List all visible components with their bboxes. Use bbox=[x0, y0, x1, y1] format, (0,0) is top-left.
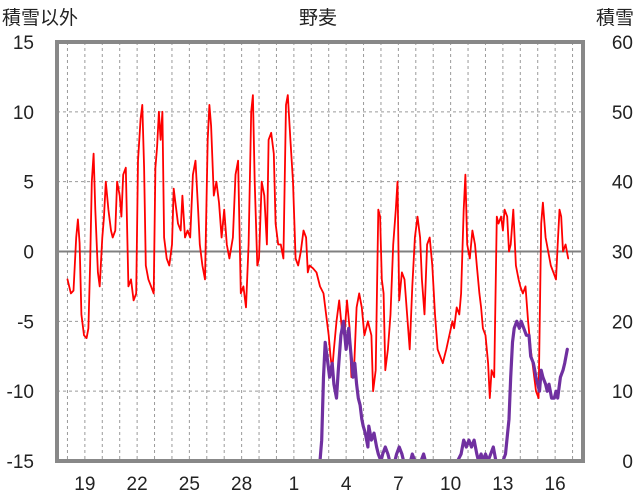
right-tick-label: 30 bbox=[612, 243, 633, 264]
x-tick-label: 16 bbox=[545, 474, 566, 495]
left-tick-label: -5 bbox=[17, 312, 34, 333]
x-tick-label: 7 bbox=[393, 474, 404, 495]
left-axis-title: 積雪以外 bbox=[2, 7, 78, 29]
x-tick-label: 4 bbox=[341, 474, 352, 495]
right-tick-label: 10 bbox=[612, 382, 633, 403]
right-tick-label: 0 bbox=[622, 452, 633, 473]
left-tick-label: 15 bbox=[13, 33, 34, 54]
right-axis-ticks: 60 50 40 30 20 10 0 bbox=[612, 33, 633, 473]
left-axis-ticks: 15 10 5 0 -5 -10 -15 bbox=[7, 33, 34, 473]
x-tick-label: 22 bbox=[127, 474, 148, 495]
right-tick-label: 60 bbox=[612, 33, 633, 54]
right-tick-label: 40 bbox=[612, 173, 633, 194]
right-axis-title: 積雪 bbox=[596, 7, 634, 29]
left-tick-label: 5 bbox=[23, 173, 34, 194]
x-axis-ticks: 19 22 25 28 1 4 7 10 13 16 bbox=[74, 474, 565, 495]
chart-title: 野麦 bbox=[299, 7, 337, 29]
left-tick-label: -15 bbox=[7, 452, 34, 473]
series-group bbox=[65, 94, 570, 463]
series-line-red bbox=[66, 94, 570, 400]
left-tick-label: -10 bbox=[7, 382, 34, 403]
right-tick-label: 20 bbox=[612, 312, 633, 333]
x-tick-label: 28 bbox=[231, 474, 252, 495]
x-tick-label: 13 bbox=[492, 474, 513, 495]
x-tick-label: 19 bbox=[74, 474, 95, 495]
left-tick-label: 0 bbox=[23, 243, 34, 264]
x-tick-label: 25 bbox=[179, 474, 200, 495]
x-tick-label: 1 bbox=[289, 474, 300, 495]
right-tick-label: 50 bbox=[612, 103, 633, 124]
x-tick-label: 10 bbox=[440, 474, 461, 495]
plot-frame bbox=[55, 40, 585, 463]
grid bbox=[57, 42, 583, 461]
left-tick-label: 10 bbox=[13, 103, 34, 124]
